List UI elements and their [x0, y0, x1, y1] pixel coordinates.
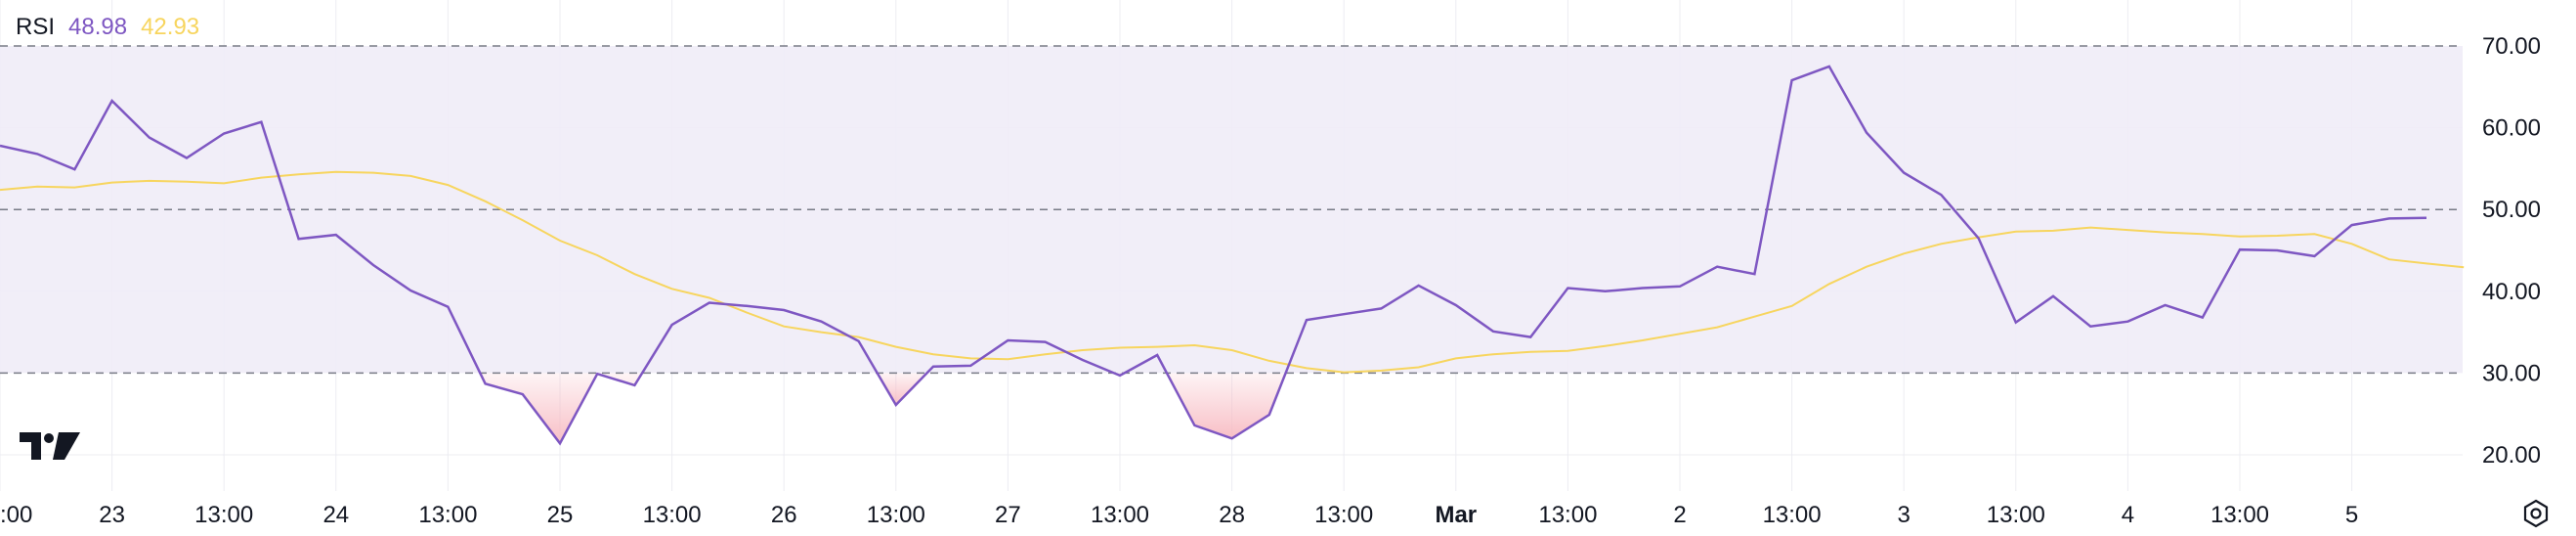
y-tick-label: 40.00 [2482, 279, 2541, 305]
ma-value: 42.93 [141, 14, 200, 40]
x-tick-label: 24 [322, 502, 349, 528]
x-tick-label: 13:00 [1314, 502, 1373, 528]
x-tick-label: 13:00 [194, 502, 253, 528]
x-tick-label: 26 [771, 502, 797, 528]
x-tick-label: :00 [0, 502, 32, 528]
tradingview-logo-icon[interactable] [20, 430, 82, 462]
y-axis: 70.00 60.00 50.00 40.00 30.00 20.00 [2482, 33, 2541, 469]
x-tick-label: 13:00 [643, 502, 702, 528]
oversold-area [480, 373, 643, 444]
x-tick-label: 25 [547, 502, 574, 528]
x-tick-label: 13:00 [1091, 502, 1149, 528]
x-tick-label: 13:00 [1538, 502, 1597, 528]
x-tick-label: 13:00 [867, 502, 925, 528]
x-tick-label: 13:00 [418, 502, 477, 528]
x-tick-label: 2 [1673, 502, 1686, 528]
x-axis: :00 23 13:00 24 13:00 25 13:00 26 13:00 27 13:00 28… [0, 502, 2358, 528]
x-tick-label: 3 [1898, 502, 1911, 528]
oversold-area [877, 373, 927, 406]
x-tick-label: 13:00 [1987, 502, 2045, 528]
y-tick-label: 50.00 [2482, 197, 2541, 223]
x-tick-label: 4 [2122, 502, 2134, 528]
rsi-ma-line[interactable] [0, 170, 2465, 374]
x-tick-label: 13:00 [2211, 502, 2269, 528]
x-tick-label: 13:00 [1763, 502, 1822, 528]
x-tick-label: 27 [995, 502, 1021, 528]
x-tick-label: Mar [1435, 502, 1477, 528]
y-tick-label: 30.00 [2482, 360, 2541, 386]
rsi-line[interactable] [0, 65, 2427, 446]
y-tick-label: 70.00 [2482, 33, 2541, 60]
indicator-name: RSI [16, 14, 56, 40]
x-tick-label: 23 [99, 502, 125, 528]
y-tick-label: 20.00 [2482, 442, 2541, 469]
x-tick-label: 5 [2345, 502, 2358, 528]
y-tick-label: 60.00 [2482, 115, 2541, 142]
gear-icon[interactable] [2521, 499, 2551, 528]
rsi-value: 48.98 [68, 14, 128, 40]
x-tick-label: 28 [1219, 502, 1245, 528]
indicator-legend[interactable]: RSI 48.98 42.93 [16, 14, 199, 41]
band-lines [0, 45, 2463, 375]
